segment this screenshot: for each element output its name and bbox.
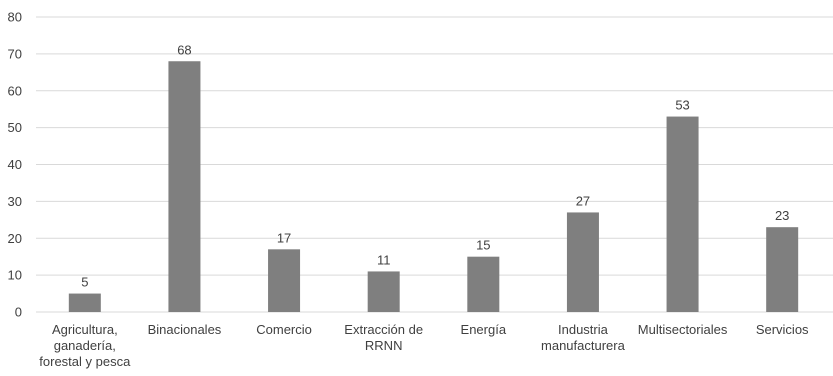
- data-label: 27: [576, 193, 590, 208]
- bar: [666, 116, 699, 312]
- y-tick-label: 70: [8, 46, 22, 61]
- x-tick-label: Comercio: [256, 322, 312, 337]
- x-tick-label-line: RRNN: [365, 338, 403, 353]
- x-tick-label-line: ganadería,: [54, 338, 116, 353]
- x-tick-label: Agricultura,ganadería,forestal y pesca: [39, 322, 131, 369]
- x-tick-label-line: forestal y pesca: [39, 354, 131, 369]
- bar: [566, 212, 599, 312]
- data-label: 5: [81, 275, 88, 290]
- data-label: 11: [377, 252, 391, 267]
- bar: [367, 271, 400, 312]
- x-tick-label: Energía: [461, 322, 507, 337]
- y-tick-label: 60: [8, 83, 22, 98]
- data-label: 15: [476, 238, 490, 253]
- y-tick-label: 80: [8, 10, 22, 25]
- y-tick-label: 0: [15, 305, 22, 320]
- y-axis-tick-labels: 0 10 20 30 40 50 60 70 80: [8, 10, 22, 320]
- bar: [766, 227, 799, 312]
- x-tick-label-line: Agricultura,: [52, 322, 118, 337]
- data-label: 17: [277, 230, 291, 245]
- x-axis-category-labels: Agricultura,ganadería,forestal y pesca Bi…: [39, 322, 809, 369]
- x-tick-label: Binacionales: [148, 322, 222, 337]
- data-label: 68: [177, 42, 191, 57]
- bar: [68, 293, 101, 312]
- x-tick-label: Servicios: [756, 322, 809, 337]
- x-tick-label-line: Multisectoriales: [638, 322, 728, 337]
- x-tick-label-line: Servicios: [756, 322, 809, 337]
- x-tick-label-line: Binacionales: [148, 322, 222, 337]
- x-tick-label-line: manufacturera: [541, 338, 626, 353]
- data-label: 23: [775, 208, 789, 223]
- x-tick-label: Multisectoriales: [638, 322, 728, 337]
- y-tick-label: 30: [8, 194, 22, 209]
- x-tick-label-line: Energía: [461, 322, 507, 337]
- x-tick-label-line: Extracción de: [344, 322, 423, 337]
- x-tick-label-line: Industria: [558, 322, 609, 337]
- bar: [268, 249, 301, 312]
- data-labels: 5 68 17 11 15 27 53 23: [81, 42, 789, 289]
- data-label: 53: [675, 98, 689, 113]
- x-tick-label-line: Comercio: [256, 322, 312, 337]
- y-tick-label: 40: [8, 157, 22, 172]
- gridlines: [36, 16, 833, 313]
- y-tick-label: 10: [8, 268, 22, 283]
- y-tick-label: 20: [8, 231, 22, 246]
- y-tick-label: 50: [8, 120, 22, 135]
- bars: [68, 61, 799, 312]
- bar: [168, 61, 201, 312]
- bar: [467, 256, 500, 312]
